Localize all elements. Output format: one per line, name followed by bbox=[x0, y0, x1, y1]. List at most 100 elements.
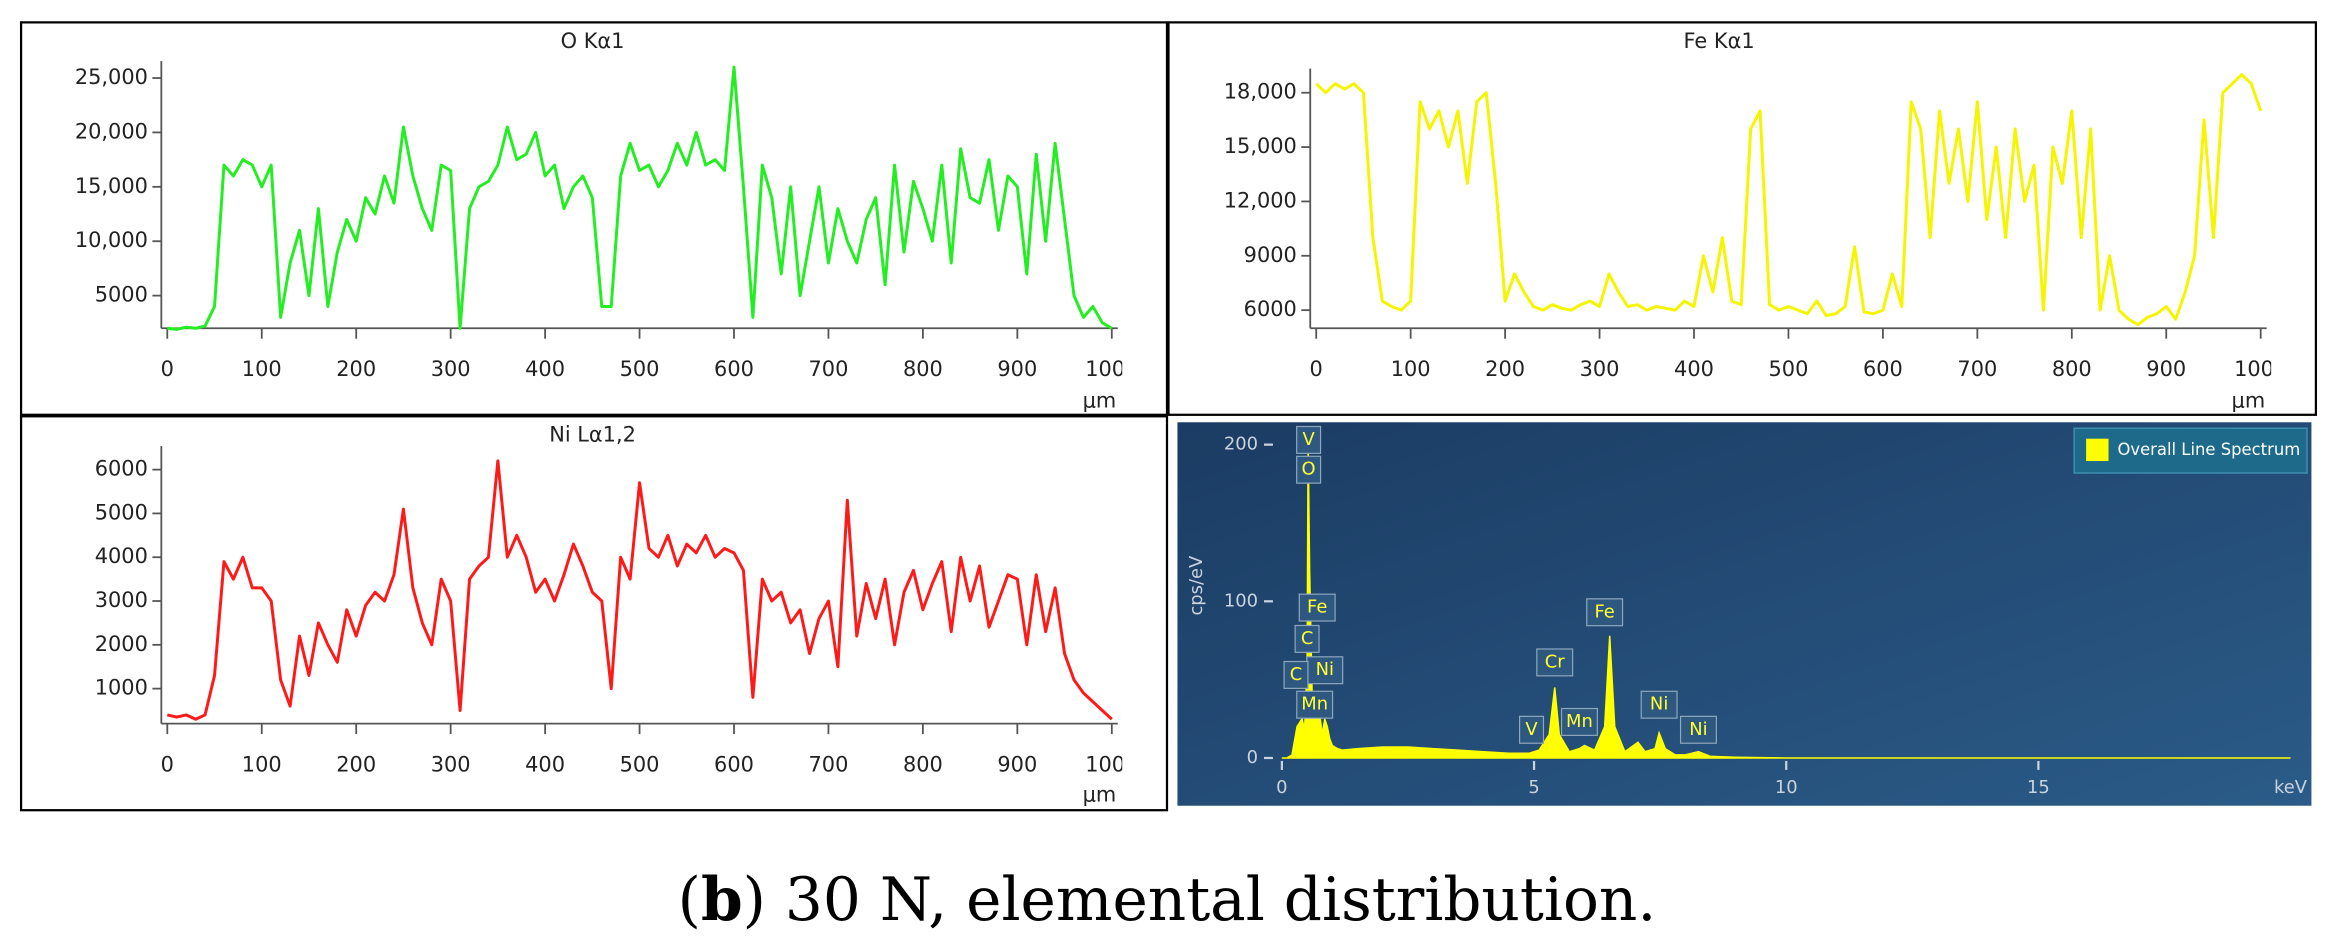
x-tick-label: 0 bbox=[1310, 357, 1323, 381]
x-tick-label: 800 bbox=[2052, 357, 2092, 381]
y-tick-label: 6000 bbox=[95, 457, 148, 481]
x-tick-label: 1000 bbox=[2234, 357, 2287, 381]
peak-label: Mn bbox=[1566, 711, 1593, 732]
y-tick-label: 10,000 bbox=[75, 228, 148, 252]
x-tick-label: 1000 bbox=[1085, 357, 1138, 381]
legend-swatch bbox=[2086, 438, 2109, 462]
panel-border bbox=[19, 21, 1169, 416]
x-tick-label: 500 bbox=[620, 752, 660, 776]
x-tick-label: 700 bbox=[809, 752, 849, 776]
legend-box bbox=[2073, 427, 2308, 474]
x-tick-label: 500 bbox=[620, 357, 660, 381]
x-tick-label: 300 bbox=[431, 357, 471, 381]
y-tick-label: 25,000 bbox=[75, 65, 148, 89]
tick-labels: 0 100 200 300 400 500 600 700 800 900 1000 bbox=[161, 752, 1138, 776]
peak-label-box bbox=[1294, 624, 1320, 653]
y-tick-label: 4000 bbox=[95, 544, 148, 568]
y-axis-label: cps/eV bbox=[1186, 555, 1207, 616]
tick-labels: 0 100 200 300 400 500 600 700 800 900 1000 bbox=[1310, 357, 2287, 381]
y-tick-label: 20,000 bbox=[75, 119, 148, 143]
y-tick-label: 9000 bbox=[1244, 243, 1297, 267]
caption-label: b bbox=[701, 865, 743, 935]
y-tick-label: 200 bbox=[1224, 434, 1258, 455]
x-tick-label: 0 bbox=[161, 752, 174, 776]
y-tick-label: 0 bbox=[1247, 747, 1258, 768]
peak-label: Mn bbox=[1301, 694, 1328, 715]
peak-label: O bbox=[1302, 459, 1316, 480]
peak-label: Ni bbox=[1316, 659, 1334, 680]
x-tick-label: 400 bbox=[1674, 357, 1714, 381]
x-tick-label: 200 bbox=[1485, 357, 1525, 381]
y-tick-label: 12,000 bbox=[1224, 188, 1297, 212]
peak-label-box bbox=[1296, 455, 1322, 484]
x-axis-label: μm bbox=[1083, 782, 1117, 806]
peak-label: V bbox=[1525, 719, 1538, 740]
caption: (b) 30 N, elemental distribution. bbox=[678, 865, 1657, 935]
x-tick-label: 200 bbox=[336, 357, 376, 381]
x-tick-label: 700 bbox=[1957, 357, 1997, 381]
data-line bbox=[166, 459, 1113, 721]
tick-labels: 0 100 200 300 400 500 600 700 800 900 1000 bbox=[161, 357, 1138, 381]
panel-background bbox=[1177, 422, 2312, 806]
x-tick-label: 1000 bbox=[1085, 752, 1138, 776]
x-tick-label: 100 bbox=[1391, 357, 1431, 381]
chart-title: O Kα1 bbox=[561, 29, 625, 53]
panel-border bbox=[19, 415, 1169, 812]
x-tick-label: 400 bbox=[525, 752, 565, 776]
y-tick-label: 1000 bbox=[95, 676, 148, 700]
x-axis-label: keV bbox=[2274, 777, 2308, 798]
peak-label-box bbox=[1296, 425, 1322, 454]
x-tick-label: 800 bbox=[903, 752, 943, 776]
x-tick-label: 100 bbox=[242, 752, 282, 776]
y-tick-label: 5000 bbox=[95, 500, 148, 524]
x-tick-label: 100 bbox=[242, 357, 282, 381]
y-tick-label: 3000 bbox=[95, 588, 148, 612]
caption-part: ( bbox=[678, 866, 701, 935]
peak-label-box bbox=[1640, 690, 1678, 719]
peak-label: Fe bbox=[1594, 601, 1614, 622]
peak-label-box bbox=[1536, 648, 1574, 677]
peak-label-box bbox=[1518, 715, 1545, 744]
x-tick-label: 700 bbox=[809, 357, 849, 381]
x-tick-label: 600 bbox=[714, 752, 754, 776]
x-tick-label: 300 bbox=[1580, 357, 1620, 381]
x-tick-label: 900 bbox=[997, 752, 1037, 776]
x-tick-label: 600 bbox=[1863, 357, 1903, 381]
peak-label: C bbox=[1290, 664, 1303, 685]
peak-label: C bbox=[1301, 628, 1313, 649]
y-tick-label: 100 bbox=[1224, 590, 1258, 611]
y-tick-label: 15,000 bbox=[1224, 134, 1297, 158]
x-tick-label: 0 bbox=[1276, 777, 1287, 798]
chart-title: Fe Kα1 bbox=[1684, 29, 1755, 53]
caption-part: ) 30 N, elemental distribution. bbox=[743, 866, 1657, 935]
peak-label-box bbox=[1679, 715, 1717, 744]
y-tick-label: 5000 bbox=[95, 283, 148, 307]
x-tick-label: 800 bbox=[903, 357, 943, 381]
data-line bbox=[1315, 73, 2263, 327]
peak-label: Ni bbox=[1650, 694, 1668, 715]
x-tick-label: 5 bbox=[1528, 777, 1539, 798]
data-line bbox=[167, 65, 1113, 331]
x-tick-label: 900 bbox=[997, 357, 1037, 381]
x-tick-label: 600 bbox=[714, 357, 754, 381]
y-tick-label: 2000 bbox=[95, 632, 148, 656]
peak-label-box bbox=[1296, 690, 1334, 719]
y-tick-label: 18,000 bbox=[1224, 80, 1297, 104]
x-tick-label: 200 bbox=[336, 752, 376, 776]
peak-label: Ni bbox=[1689, 719, 1707, 740]
x-tick-label: 0 bbox=[161, 357, 174, 381]
x-axis-label: μm bbox=[1083, 388, 1117, 412]
x-tick-label: 10 bbox=[1775, 777, 1798, 798]
x-tick-label: 15 bbox=[2027, 777, 2050, 798]
panel-border bbox=[1167, 21, 2318, 416]
peak-label: Fe bbox=[1307, 597, 1327, 618]
peak-label-box bbox=[1298, 593, 1336, 622]
peak-label-box bbox=[1586, 598, 1624, 627]
chart-title: Ni Lα1,2 bbox=[549, 423, 636, 447]
chart-panel: Fe Kα1 0 100 200 300 400 500 600 700 800 900 1000 60… bbox=[1167, 21, 2318, 416]
x-tick-label: 300 bbox=[431, 752, 471, 776]
y-tick-label: 15,000 bbox=[75, 174, 148, 198]
chart-panel: Ni Lα1,2 0 100 200 300 400 500 600 700 800 900 1000… bbox=[19, 415, 1169, 812]
